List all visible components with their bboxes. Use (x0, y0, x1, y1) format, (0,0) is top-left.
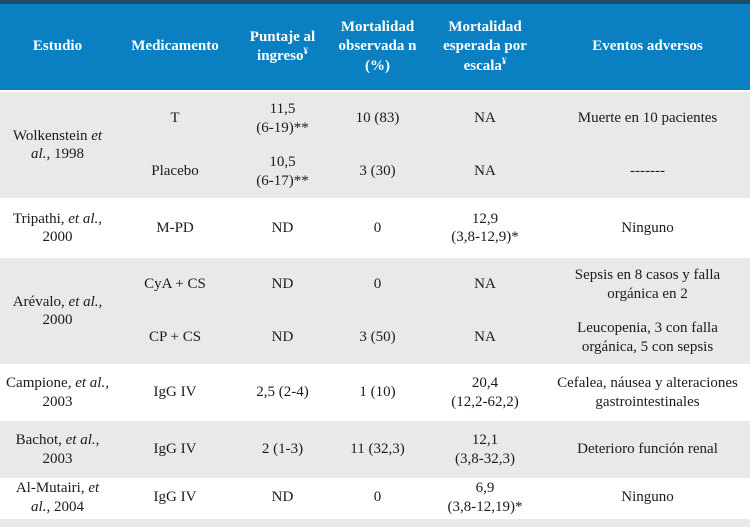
expected-mortality-cell: 12,1 (3,8-32,3) (455, 432, 515, 467)
study-cell: Tripathi, et al., 2000 (0, 198, 115, 258)
study-etal: et al., (31, 480, 100, 515)
adverse-events-cell: Ninguno (621, 219, 674, 236)
observed-mortality-cell: 0 (373, 276, 382, 293)
next-row-edge (0, 517, 750, 527)
medication-cell: CyA + CS (144, 276, 206, 293)
score-cell: 2 (1-3) (261, 441, 304, 458)
col-header-label: Mortalidad esperada por escala (443, 18, 527, 74)
study-etal: et al., (68, 210, 103, 227)
col-header-puntaje: Puntaje al ingreso¥ (235, 4, 330, 90)
study-year: 1998 (53, 146, 84, 162)
study-name: Campione, (6, 375, 72, 392)
col-header-mortalidad-observada: Mortalidad observada n (%) (330, 4, 425, 90)
observed-mortality-cell: 1 (10) (359, 384, 396, 401)
score-cell: 2,5 (2-4) (256, 384, 309, 401)
medication-cell: M-PD (156, 219, 194, 236)
expected-mortality-cell: NA (474, 163, 496, 180)
adverse-events-cell: Deterioro función renal (577, 441, 718, 458)
study-cell: Wolkenstein et al., 1998 (0, 92, 115, 198)
medication-cell: CP + CS (148, 329, 202, 346)
observed-mortality-cell: 0 (373, 489, 382, 506)
col-header-label: Estudio (32, 38, 83, 55)
study-name: Al-Mutairi, (15, 480, 85, 497)
footnote-marker: ¥ (501, 55, 507, 66)
observed-mortality-cell: 11 (32,3) (350, 441, 405, 458)
adverse-events-cell: Sepsis en 8 casos y falla orgánica en 2 (574, 267, 721, 302)
medication-cell: IgG IV (153, 384, 197, 401)
expected-mortality-cell: NA (474, 110, 496, 127)
study-group-arevalo-2000: Arévalo, et al., 2000 CyA + CS ND 0 NA S… (0, 258, 750, 364)
study-group-wolkenstein-1998: Wolkenstein et al., 1998 T 11,5 (6-19)** … (0, 92, 750, 198)
study-year: 2003 (42, 450, 73, 467)
study-cell: Arévalo, et al., 2000 (0, 258, 115, 364)
table-header-row: Estudio Medicamento Puntaje al ingreso¥ … (0, 4, 750, 92)
study-group-bachot-2003: Bachot, et al., 2003 IgG IV 2 (1-3) 11 (… (0, 421, 750, 478)
col-header-mortalidad-esperada: Mortalidad esperada por escala¥ (425, 4, 545, 90)
col-header-label: Mortalidad observada n (%) (338, 18, 417, 74)
col-header-label: Puntaje al ingreso (249, 28, 316, 65)
score-cell: 11,5 (6-19)** (256, 101, 309, 136)
expected-mortality-cell: NA (474, 329, 496, 346)
study-year: 2004 (53, 498, 84, 515)
score-cell: ND (271, 276, 294, 293)
score-cell: ND (271, 329, 294, 346)
study-etal: et al., (75, 375, 109, 392)
study-group-tripathi-2000: Tripathi, et al., 2000 M-PD ND 0 12,9 (3,… (0, 198, 750, 258)
study-group-almutairi-2004: Al-Mutairi, et al., 2004 IgG IV ND 0 6,9… (0, 478, 750, 517)
score-cell: ND (271, 489, 294, 506)
observed-mortality-cell: 0 (373, 219, 382, 236)
observed-mortality-cell: 10 (83) (355, 110, 400, 127)
adverse-events-cell: Cefalea, náusea y alteraciones gastroint… (557, 375, 738, 410)
study-year: 2003 (42, 393, 73, 410)
col-header-estudio: Estudio (0, 4, 115, 90)
adverse-events-cell: ------- (630, 163, 665, 180)
study-etal: et al., (31, 127, 103, 162)
study-cell: Al-Mutairi, et al., 2004 (0, 478, 115, 517)
study-etal: et al., (68, 293, 103, 310)
score-cell: 10,5 (6-17)** (256, 154, 309, 189)
adverse-events-cell: Leucopenia, 3 con falla orgánica, 5 con … (577, 320, 718, 355)
medication-cell: T (170, 110, 180, 127)
study-group-campione-2003: Campione, et al., 2003 IgG IV 2,5 (2-4) … (0, 364, 750, 421)
observed-mortality-cell: 3 (50) (359, 329, 396, 346)
footnote-marker: ¥ (303, 46, 308, 56)
study-name: Wolkenstein (12, 127, 88, 144)
study-name: Bachot, (15, 432, 62, 449)
adverse-events-cell: Muerte en 10 pacientes (577, 110, 718, 127)
medication-cell: Placebo (151, 163, 199, 180)
col-header-eventos-adversos: Eventos adversos (545, 4, 750, 90)
expected-mortality-cell: 6,9 (3,8-12,19)* (447, 480, 523, 515)
col-header-label: Eventos adversos (592, 38, 703, 55)
study-cell: Campione, et al., 2003 (0, 364, 115, 421)
expected-mortality-cell: NA (474, 276, 496, 293)
score-cell: ND (271, 219, 294, 236)
medication-cell: IgG IV (153, 489, 197, 506)
study-name: Tripathi, (12, 210, 65, 227)
adverse-events-cell: Ninguno (621, 489, 674, 506)
medication-cell: IgG IV (153, 441, 197, 458)
study-name: Arévalo, (12, 293, 65, 310)
col-header-label: Medicamento (131, 38, 219, 55)
expected-mortality-cell: 12,9 (3,8-12,9)* (451, 210, 519, 245)
study-cell: Bachot, et al., 2003 (0, 421, 115, 478)
study-etal: et al., (65, 432, 100, 449)
study-year: 2000 (42, 312, 73, 328)
observed-mortality-cell: 3 (30) (359, 163, 396, 180)
study-year: 2000 (42, 229, 73, 245)
expected-mortality-cell: 20,4 (12,2-62,2) (451, 375, 519, 410)
col-header-medicamento: Medicamento (115, 4, 235, 90)
